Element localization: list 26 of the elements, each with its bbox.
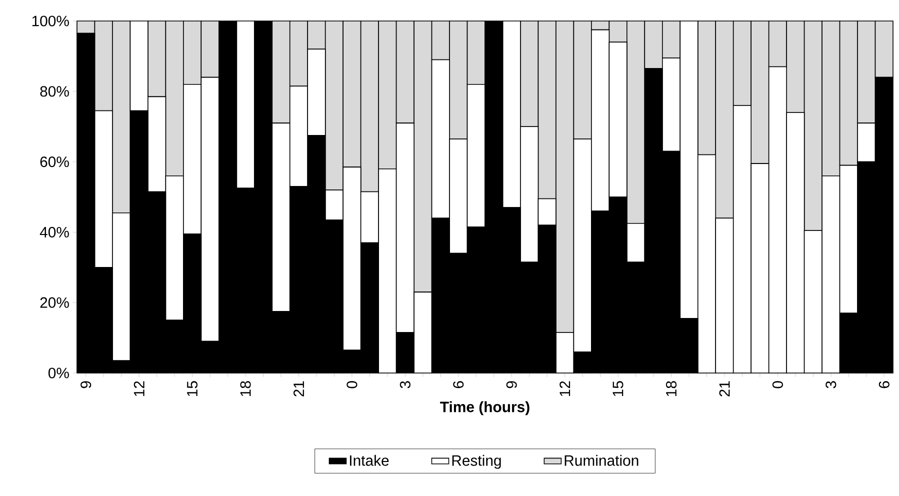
x-tick-label: 15 — [612, 381, 624, 396]
y-tick-label: 80% — [40, 86, 69, 97]
legend-label: Intake — [350, 454, 389, 466]
legend-label: Resting — [452, 454, 501, 469]
y-tick-label: 60% — [40, 156, 69, 168]
x-tick-label: 12 — [134, 381, 144, 396]
x-tick-label: 21 — [719, 381, 730, 396]
y-tick-label: 20% — [40, 297, 69, 308]
x-tick-label: 12 — [560, 381, 570, 396]
y-tick-label: 0% — [48, 368, 69, 378]
x-tick-label: 9 — [80, 381, 92, 388]
x-tick-label: 0 — [346, 381, 358, 388]
x-tick-label: 3 — [826, 381, 836, 388]
x-tick-label: 18 — [666, 381, 677, 396]
x-axis-title: Time (hours) — [440, 401, 530, 416]
legend-label: Rumination — [564, 454, 638, 466]
x-tick-label: 9 — [506, 381, 517, 388]
x-tick-label: 18 — [240, 381, 251, 396]
y-tick-label: 100% — [32, 16, 69, 26]
x-tick-label: 3 — [400, 381, 410, 388]
x-tick-label: 6 — [453, 381, 464, 388]
x-tick-label: 0 — [772, 381, 783, 388]
y-tick-label: 40% — [40, 226, 69, 238]
x-tick-label: 6 — [878, 381, 890, 388]
x-tick-label: 15 — [187, 381, 198, 396]
x-tick-label: 21 — [294, 381, 304, 396]
